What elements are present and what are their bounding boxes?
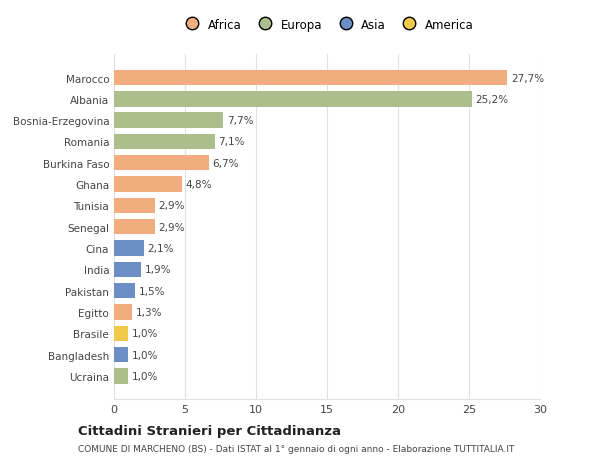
Text: 7,7%: 7,7% — [227, 116, 253, 126]
Bar — [114, 369, 128, 384]
Bar — [114, 326, 128, 341]
Bar — [114, 241, 144, 256]
Text: 1,0%: 1,0% — [132, 350, 158, 360]
Legend: Africa, Europa, Asia, America: Africa, Europa, Asia, America — [178, 16, 476, 34]
Text: 2,1%: 2,1% — [148, 243, 174, 253]
Text: 1,5%: 1,5% — [139, 286, 166, 296]
Bar — [114, 156, 209, 171]
Text: 1,0%: 1,0% — [132, 371, 158, 381]
Text: 2,9%: 2,9% — [159, 201, 185, 211]
Text: 7,1%: 7,1% — [218, 137, 245, 147]
Text: COMUNE DI MARCHENO (BS) - Dati ISTAT al 1° gennaio di ogni anno - Elaborazione T: COMUNE DI MARCHENO (BS) - Dati ISTAT al … — [78, 444, 514, 453]
Bar — [114, 305, 133, 320]
Bar — [114, 283, 136, 299]
Bar — [114, 219, 155, 235]
Bar — [114, 347, 128, 363]
Bar — [114, 198, 155, 213]
Bar — [114, 177, 182, 192]
Text: 2,9%: 2,9% — [159, 222, 185, 232]
Bar — [114, 92, 472, 107]
Bar — [114, 134, 215, 150]
Text: 4,8%: 4,8% — [186, 179, 212, 190]
Text: 1,3%: 1,3% — [136, 307, 163, 317]
Bar — [114, 71, 508, 86]
Text: 1,9%: 1,9% — [145, 265, 171, 275]
Bar — [114, 262, 141, 277]
Bar — [114, 113, 223, 129]
Text: Cittadini Stranieri per Cittadinanza: Cittadini Stranieri per Cittadinanza — [78, 424, 341, 437]
Text: 1,0%: 1,0% — [132, 329, 158, 338]
Text: 27,7%: 27,7% — [511, 73, 544, 84]
Text: 25,2%: 25,2% — [475, 95, 509, 105]
Text: 6,7%: 6,7% — [212, 158, 239, 168]
